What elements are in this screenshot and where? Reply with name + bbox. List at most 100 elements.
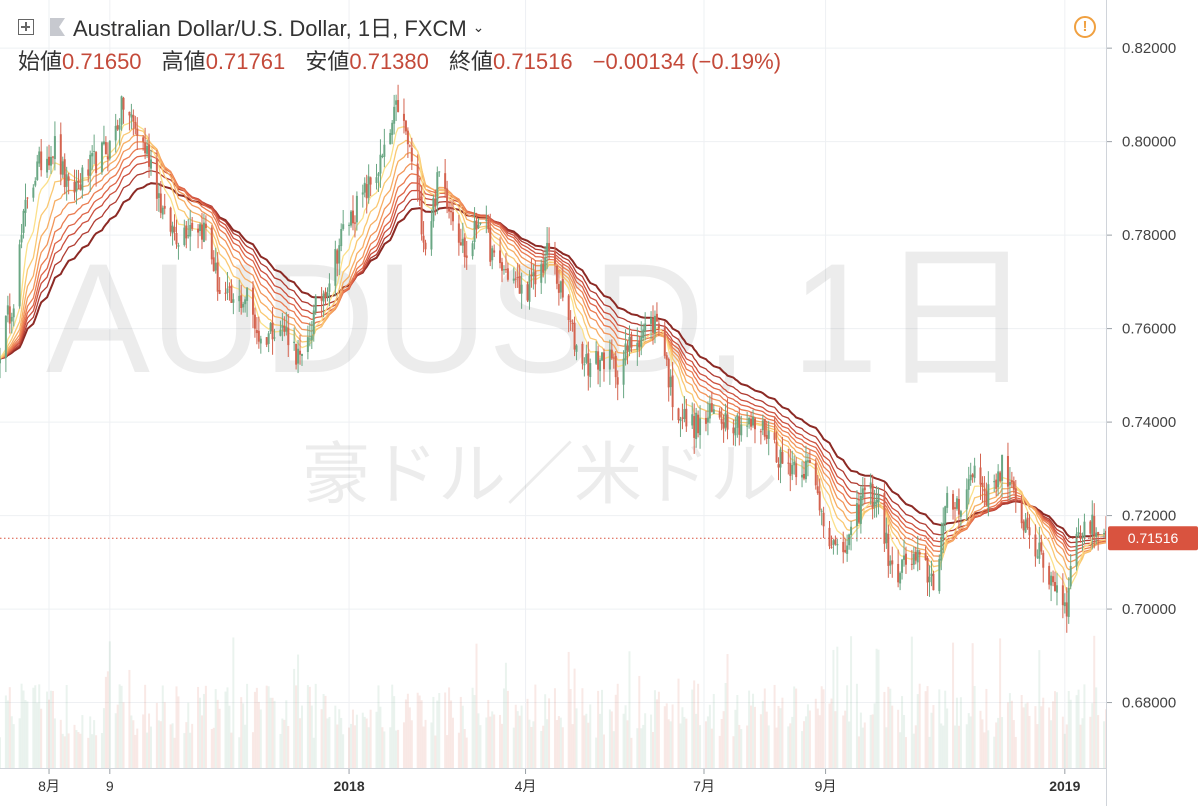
candle [232,293,235,315]
candle [581,341,584,370]
candle [663,321,666,359]
volume-bar [295,685,298,768]
volume-bar [502,688,505,768]
candle [1001,454,1004,498]
candle [626,340,629,365]
price-axis[interactable]: 0.82000 0.80000 0.78000 0.76000 0.74000 0.720… [1107,40,1176,712]
candle [520,272,523,309]
candle [255,317,258,345]
volume-bar [1042,697,1045,768]
candle [1075,527,1078,571]
candle [910,549,913,571]
volume-bar [246,683,249,768]
time-axis[interactable]: 8月 9 2018 4月 7月 9月 2019 [38,769,1081,794]
candle [775,431,778,463]
candle [173,214,176,241]
volume-bar [883,691,886,768]
candle [614,350,617,389]
candle [63,153,66,195]
candle [348,222,351,236]
collapse-plus-icon[interactable] [18,19,34,35]
candle [793,455,796,475]
candle [1054,571,1057,592]
candle [1083,513,1086,545]
volume-bar [814,698,817,768]
candle [65,166,68,201]
candle [720,407,723,431]
volume-bar [340,717,343,768]
candle [965,478,968,521]
candle [310,321,313,350]
candle [244,296,247,313]
candle [685,398,688,432]
candle [930,560,933,587]
candle [163,193,166,215]
candle [463,233,466,268]
volume-bar [391,684,394,768]
candle [75,169,78,205]
symbol-title[interactable]: Australian Dollar/U.S. Dollar, 1日, FXCM [73,16,467,41]
candle [128,111,131,131]
candle [351,195,354,231]
candle [844,538,847,554]
volume-bar [93,720,96,768]
candle [334,240,337,297]
volume-bar [999,638,1002,768]
volume-bar [1034,706,1037,768]
alert-icon[interactable]: ! [1074,16,1096,38]
volume-bar [136,728,139,768]
candle [553,241,556,275]
candle [846,534,849,562]
volume-bar [595,737,598,768]
volume-bar [493,714,496,768]
volume-bar [369,709,372,768]
candle [973,457,976,483]
volume-bar [653,690,656,768]
volume-bar [575,708,578,768]
volume-bar [818,715,821,768]
volume-bar [548,698,551,768]
candle [767,420,770,456]
candle [477,218,480,230]
candle [699,405,702,449]
symbol-row[interactable]: Australian Dollar/U.S. Dollar, 1日, FXCM … [18,14,1098,41]
volume-bar [420,700,423,768]
volume-bar [904,737,907,768]
volume-bar [706,716,709,768]
volume-bar [667,719,670,768]
candle [548,227,551,261]
volume-bar [859,712,862,768]
volume-bar [53,718,56,768]
candle [420,185,423,241]
volume-bar [230,732,233,768]
candle [67,172,70,195]
volume-bar [946,708,949,768]
volume-bar [748,690,751,768]
volume-bar [91,734,94,768]
volume-bar [1014,736,1017,768]
grid-lines [0,0,1106,768]
volume-bar [48,699,51,768]
volume-bar [601,689,604,768]
candle [828,521,831,550]
candle [320,286,323,317]
candle [557,269,560,306]
volume-bar [1069,699,1072,768]
candle [803,461,806,481]
candle [752,409,755,428]
volume-bar [228,705,231,768]
candle [1020,494,1023,529]
candle [322,290,325,318]
volume-bar [1093,635,1096,768]
candle [789,449,792,492]
volume-bar [173,737,176,768]
high-value: 0.71761 [205,49,286,74]
candle [391,119,394,145]
chevron-down-icon[interactable]: ⌄ [472,18,485,35]
volume-bar [212,727,215,768]
candle [285,311,288,336]
candle [336,248,339,277]
candle [144,127,147,160]
